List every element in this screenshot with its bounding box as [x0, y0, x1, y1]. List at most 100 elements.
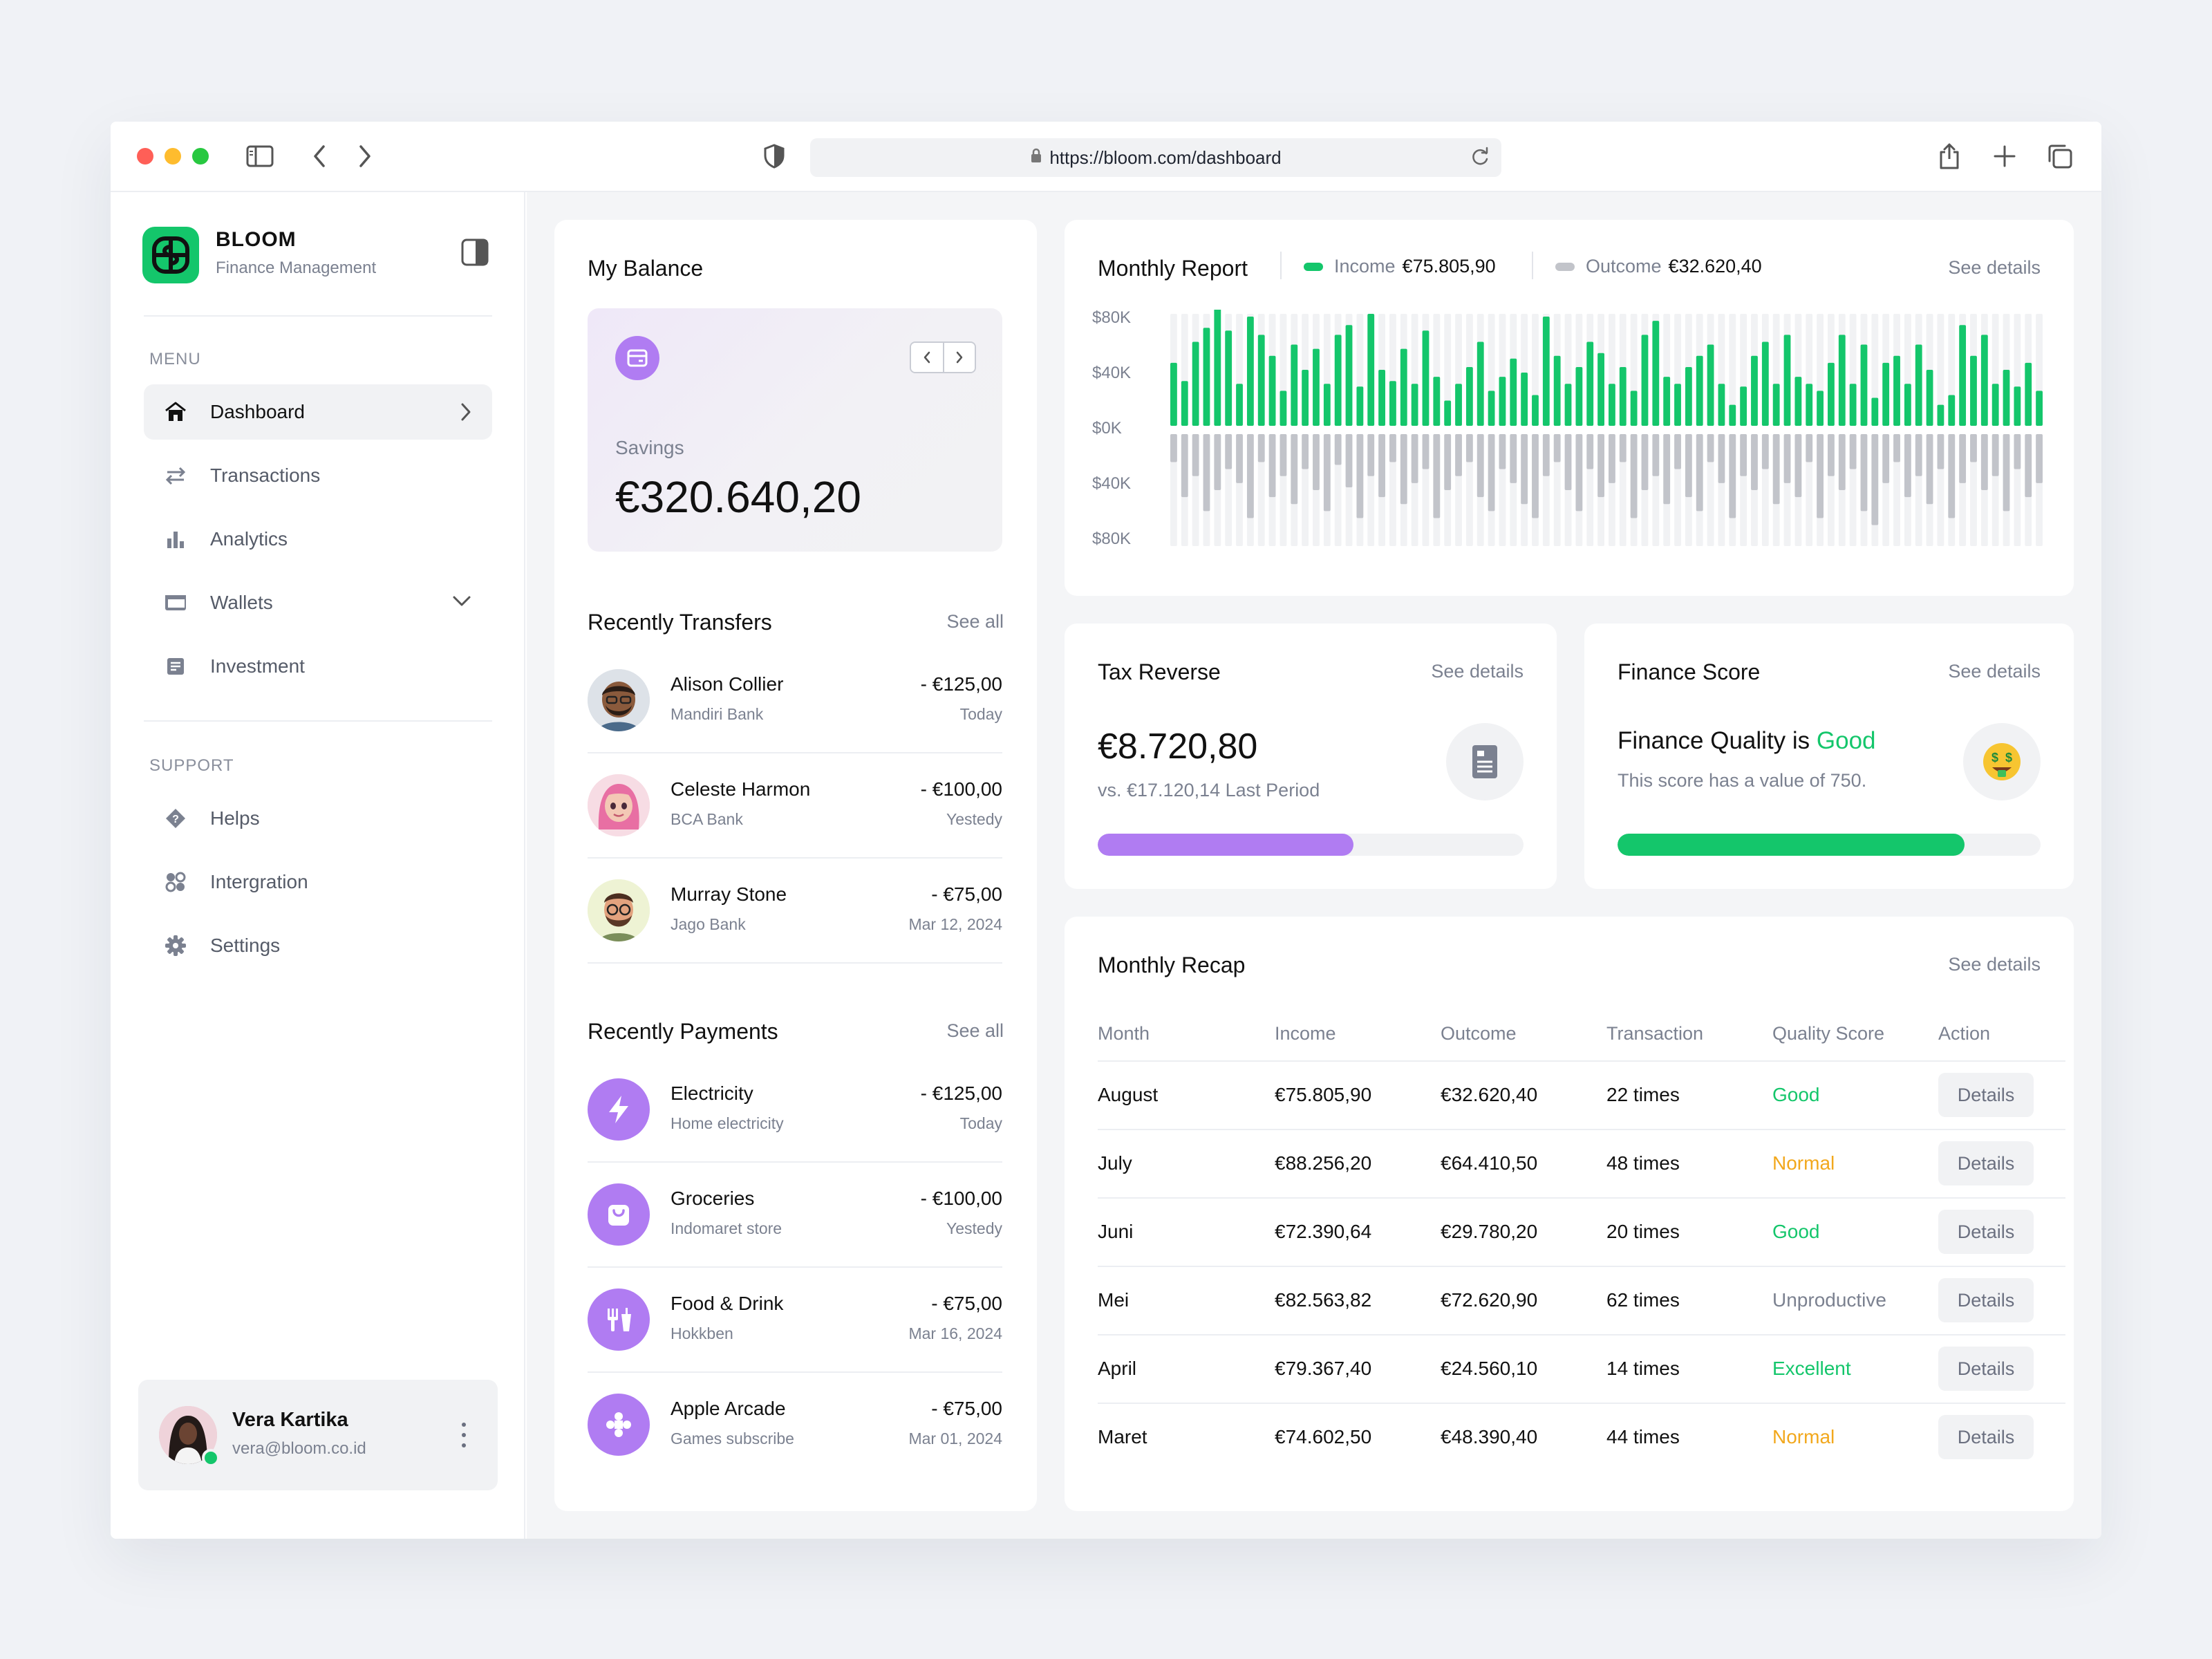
income-value: €75.805,90	[1402, 256, 1496, 276]
sidebar-toggle-icon[interactable]	[243, 140, 276, 173]
lightning-icon	[588, 1078, 650, 1141]
collapse-sidebar-icon[interactable]	[460, 238, 489, 267]
recap-see-details-link[interactable]: See details	[1948, 954, 2041, 975]
transfer-name: Alison Collier	[671, 673, 784, 695]
column-header-income: Income	[1275, 1023, 1336, 1044]
next-arrow-icon[interactable]	[943, 343, 975, 372]
cell-income: €88.256,20	[1275, 1152, 1372, 1174]
transfer-row[interactable]: Murray Stone Jago Bank - €75,00 Mar 12, …	[588, 859, 1002, 964]
tax-see-details-link[interactable]: See details	[1431, 661, 1524, 682]
outcome-bar	[1817, 434, 1824, 518]
income-bar	[1641, 335, 1649, 426]
tax-value: €8.720,80	[1098, 727, 1258, 767]
details-button[interactable]: Details	[1938, 1278, 2034, 1322]
reload-icon[interactable]	[1468, 145, 1492, 174]
payment-row[interactable]: Groceries Indomaret store - €100,00 Yest…	[588, 1163, 1002, 1268]
sidebar-item-dashboard[interactable]: Dashboard	[144, 384, 492, 440]
transfer-date: Yestedy	[946, 810, 1002, 828]
payment-amount: - €125,00	[920, 1082, 1002, 1104]
transfer-row[interactable]: Celeste Harmon BCA Bank - €100,00 Yested…	[588, 753, 1002, 859]
payment-amount: - €75,00	[931, 1398, 1002, 1419]
income-bar	[1783, 335, 1791, 426]
income-bar	[1488, 391, 1495, 426]
outcome-bar	[1707, 434, 1714, 462]
minimize-window-button[interactable]	[165, 148, 181, 165]
user-profile-card[interactable]: Vera Kartika vera@bloom.co.id	[138, 1380, 498, 1490]
recap-title: Monthly Recap	[1098, 953, 1246, 977]
outcome-bar	[1378, 434, 1385, 498]
integration-icon	[162, 868, 189, 896]
new-tab-icon[interactable]	[1988, 140, 2021, 173]
lock-icon	[1030, 147, 1042, 169]
outcome-bar	[2003, 434, 2010, 512]
sidebar-item-label: Intergration	[210, 871, 308, 892]
income-bar	[1948, 395, 1956, 426]
details-button[interactable]: Details	[1938, 1347, 2034, 1391]
payment-amount: - €100,00	[920, 1188, 1002, 1209]
payment-row[interactable]: Food & Drink Hokkben - €75,00 Mar 16, 20…	[588, 1268, 1002, 1373]
income-bar	[1838, 335, 1846, 426]
legend-divider	[1532, 252, 1533, 279]
more-options-icon[interactable]	[460, 1423, 467, 1447]
transfer-bank: Mandiri Bank	[671, 705, 764, 723]
sidebar-item-label: Wallets	[210, 592, 273, 613]
income-bar	[1291, 344, 1298, 426]
sidebar-item-investment[interactable]: Investment	[144, 639, 492, 694]
sidebar-item-integration[interactable]: Intergration	[144, 854, 492, 910]
report-see-details-link[interactable]: See details	[1948, 257, 2041, 278]
share-icon[interactable]	[1933, 140, 1966, 173]
sidebar-item-analytics[interactable]: Analytics	[144, 512, 492, 567]
payment-name: Food & Drink	[671, 1293, 784, 1314]
outcome-bar	[1937, 434, 1944, 469]
income-bar	[1729, 404, 1736, 426]
outcome-bar	[1980, 434, 1988, 490]
tabs-overview-icon[interactable]	[2043, 140, 2077, 173]
income-bar	[1477, 341, 1484, 426]
outcome-bar	[1455, 434, 1462, 476]
income-bar	[1761, 341, 1769, 426]
details-button[interactable]: Details	[1938, 1073, 2034, 1117]
details-button[interactable]: Details	[1938, 1210, 2034, 1254]
close-window-button[interactable]	[137, 148, 153, 165]
gear-icon	[162, 932, 189, 959]
maximize-window-button[interactable]	[192, 148, 209, 165]
outcome-bar	[1499, 434, 1506, 469]
outcome-bar	[1553, 434, 1561, 462]
income-bar	[1663, 377, 1671, 426]
outcome-bar	[1849, 434, 1857, 469]
prev-arrow-icon[interactable]	[911, 343, 943, 372]
arrows-exchange-icon	[162, 462, 189, 489]
income-track-bar	[1937, 314, 1944, 426]
details-button[interactable]: Details	[1938, 1141, 2034, 1185]
address-bar[interactable]: https://bloom.com/dashboard	[810, 138, 1501, 177]
outcome-bar	[1685, 434, 1692, 498]
details-button[interactable]: Details	[1938, 1415, 2034, 1459]
outcome-bar	[1313, 434, 1320, 490]
sidebar-item-wallets[interactable]: Wallets	[144, 575, 492, 630]
income-bar	[1444, 400, 1452, 426]
income-bar	[1915, 344, 1922, 426]
forward-icon[interactable]	[348, 140, 382, 173]
back-icon[interactable]	[303, 140, 336, 173]
payments-see-all-link[interactable]: See all	[946, 1020, 1004, 1041]
outcome-bar	[1389, 434, 1396, 462]
transfer-row[interactable]: Alison Collier Mandiri Bank - €125,00 To…	[588, 648, 1002, 753]
shield-icon[interactable]	[758, 140, 791, 173]
chevron-down-icon[interactable]	[451, 593, 473, 613]
sidebar-item-helps[interactable]: ? Helps	[144, 791, 492, 846]
outcome-bar	[1225, 434, 1232, 469]
url-text: https://bloom.com/dashboard	[1049, 147, 1282, 168]
score-see-details-link[interactable]: See details	[1948, 661, 2041, 682]
sidebar-item-transactions[interactable]: Transactions	[144, 448, 492, 503]
outcome-bar	[1214, 434, 1221, 490]
payment-row[interactable]: Electricity Home electricity - €125,00 T…	[588, 1058, 1002, 1163]
payment-row[interactable]: Apple Arcade Games subscribe - €75,00 Ma…	[588, 1373, 1002, 1478]
sidebar-item-label: Investment	[210, 655, 305, 677]
payment-description: Hokkben	[671, 1324, 733, 1342]
sidebar-item-settings[interactable]: Settings	[144, 918, 492, 973]
cell-income: €74.602,50	[1275, 1426, 1372, 1447]
income-bar	[1521, 373, 1528, 426]
transfer-date: Mar 12, 2024	[908, 915, 1002, 933]
bloom-logo	[142, 227, 199, 283]
transfers-see-all-link[interactable]: See all	[946, 611, 1004, 632]
